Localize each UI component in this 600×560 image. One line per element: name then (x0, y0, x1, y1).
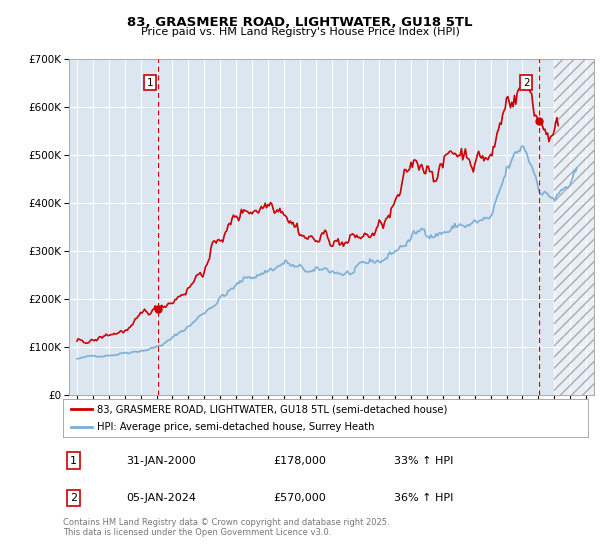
Text: 2: 2 (523, 78, 530, 88)
Text: Price paid vs. HM Land Registry's House Price Index (HPI): Price paid vs. HM Land Registry's House … (140, 27, 460, 37)
Text: £570,000: £570,000 (273, 493, 326, 503)
Bar (554, 59, 594, 395)
Text: Contains HM Land Registry data © Crown copyright and database right 2025.
This d: Contains HM Land Registry data © Crown c… (63, 518, 389, 538)
Text: 1: 1 (146, 78, 153, 88)
Text: 2: 2 (70, 493, 77, 503)
Text: HPI: Average price, semi-detached house, Surrey Heath: HPI: Average price, semi-detached house,… (97, 422, 374, 432)
Bar (554, 59, 594, 395)
Text: 36% ↑ HPI: 36% ↑ HPI (394, 493, 453, 503)
Text: 05-JAN-2024: 05-JAN-2024 (126, 493, 196, 503)
Text: 33% ↑ HPI: 33% ↑ HPI (394, 456, 453, 465)
Text: 83, GRASMERE ROAD, LIGHTWATER, GU18 5TL (semi-detached house): 83, GRASMERE ROAD, LIGHTWATER, GU18 5TL … (97, 404, 448, 414)
Text: £178,000: £178,000 (273, 456, 326, 465)
Text: 83, GRASMERE ROAD, LIGHTWATER, GU18 5TL: 83, GRASMERE ROAD, LIGHTWATER, GU18 5TL (127, 16, 473, 29)
Text: 1: 1 (70, 456, 77, 465)
Text: 31-JAN-2000: 31-JAN-2000 (126, 456, 196, 465)
